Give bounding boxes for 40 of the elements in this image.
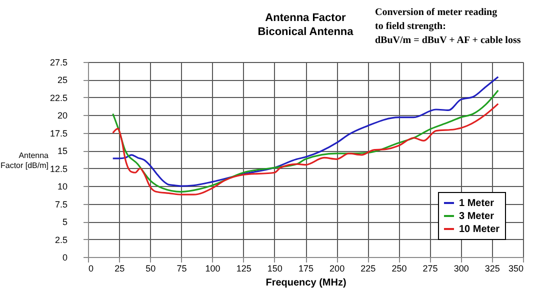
x-tick-label: 0 [88, 264, 94, 274]
y-tick-label: 7.5 [54, 199, 68, 210]
legend-label: 10 Meter [459, 224, 500, 235]
y-tick-label: 25 [57, 75, 68, 86]
y-tick-label: 12.5 [50, 164, 68, 174]
x-tick-label: 200 [330, 264, 345, 274]
line-series [112, 103, 499, 196]
y-tick-label: 15 [57, 146, 68, 156]
chart-title: Antenna Factor [265, 12, 347, 24]
chart-subtitle: Biconical Antenna [258, 26, 354, 38]
x-tick-label: 50 [146, 264, 156, 274]
y-tick-label: 2.5 [54, 234, 68, 245]
legend-label: 1 Meter [459, 198, 494, 209]
text: Conversion of meter reading [375, 7, 498, 18]
x-tick-label: 25 [114, 264, 125, 274]
y-tick-label: 5 [62, 217, 68, 228]
x-tick-label: 225 [360, 264, 376, 274]
text: to field strength: [375, 21, 446, 32]
x-tick-label: 350 [508, 264, 524, 274]
y-tick-label: 27.5 [50, 58, 68, 68]
x-tick-label: 100 [205, 264, 220, 274]
y-tick-label: 22.5 [50, 92, 68, 103]
line-series [112, 76, 499, 187]
y-axis-title: Antenna Factor [dB/m] [0, 151, 50, 170]
x-axis-title: Frequency (MHz) [266, 278, 346, 288]
legend-label: 3 Meter [459, 211, 494, 222]
x-tick-label: 325 [484, 264, 500, 274]
x-tick-label: 300 [454, 264, 469, 274]
y-tick-label: 0 [62, 252, 68, 262]
x-tick-label: 275 [422, 264, 438, 274]
y-tick-label: 10 [57, 182, 68, 192]
y-tick-label: 17.5 [50, 128, 68, 138]
x-tick-label: 125 [236, 264, 252, 274]
x-tick-label: 150 [267, 264, 282, 274]
x-tick-label: 175 [298, 264, 314, 274]
x-tick-label: 75 [176, 264, 187, 274]
y-tick-label: 20 [57, 110, 68, 121]
line-series [112, 90, 499, 193]
x-tick-label: 250 [392, 264, 407, 274]
text: dBuV/m = dBuV + AF + cable loss [375, 35, 521, 46]
